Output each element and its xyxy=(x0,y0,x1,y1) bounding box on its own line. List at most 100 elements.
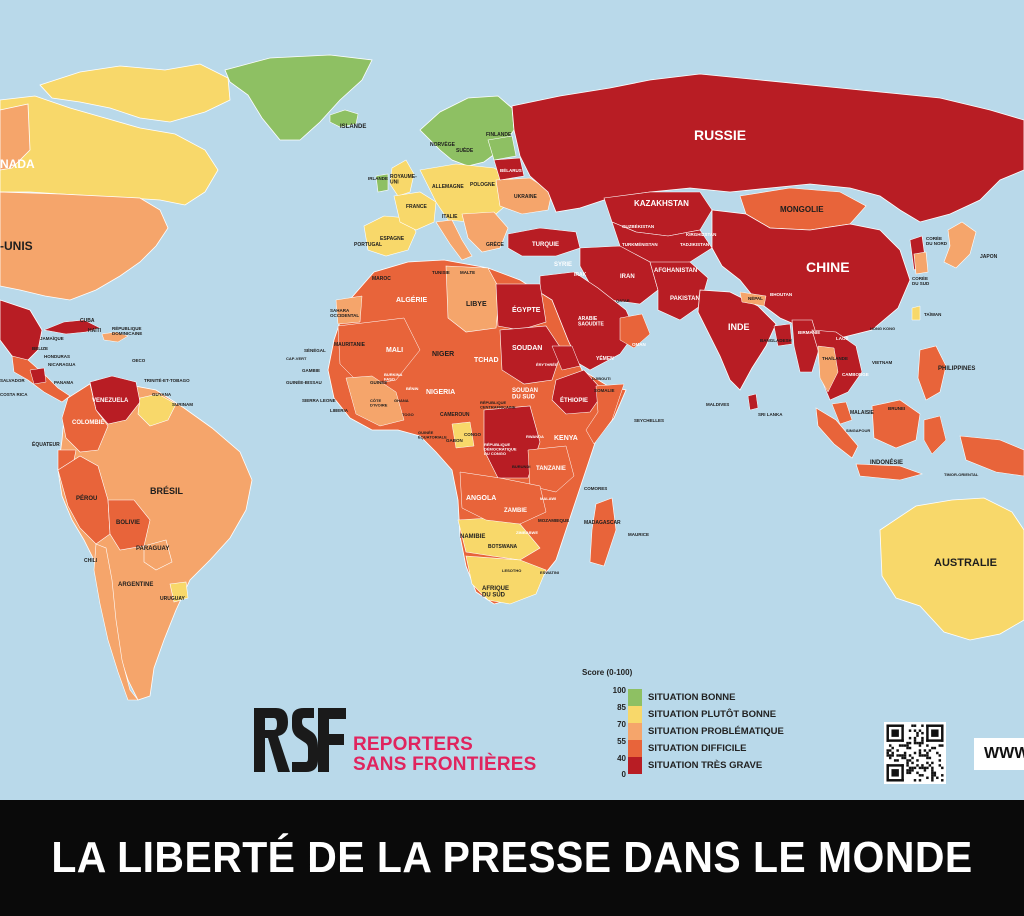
label-cameroun: CAMEROUN xyxy=(440,412,470,418)
label-haiti: HAÏTI xyxy=(88,327,102,334)
legend-tick-70: 70 xyxy=(617,720,626,729)
label-sahara: SAHARA OCCIDENTAL xyxy=(330,308,359,318)
label-honduras: HONDURAS xyxy=(44,354,70,359)
label-malte: MALTE xyxy=(460,270,475,275)
new-guinea-shape xyxy=(959,435,1024,477)
label-senegal: SÉNÉGAL xyxy=(304,346,326,353)
legend-tick-85: 85 xyxy=(617,703,626,712)
page-title: LA LIBERTÉ DE LA PRESSE DANS LE MONDE EN… xyxy=(51,833,973,882)
label-bangladesh: BANGLADESH xyxy=(760,338,792,343)
label-venezuela: VENEZUELA xyxy=(92,398,129,404)
label-mali: MALI xyxy=(386,347,403,354)
legend-label-bonne: SITUATION BONNE xyxy=(648,692,736,703)
china-shape xyxy=(711,209,911,339)
label-kazakhstan: KAZAKHSTAN xyxy=(634,199,689,208)
label-nigeria: NIGERIA xyxy=(426,389,455,396)
label-timor: TIMOR-ORIENTAL xyxy=(944,472,979,477)
label-burkina: BURKINA FASO xyxy=(384,372,403,381)
legend-label-problematique: SITUATION PROBLÉMATIQUE xyxy=(648,726,784,737)
legend-label-plutot-bonne: SITUATION PLUTÔT BONNE xyxy=(648,709,777,720)
label-jamaique: JAMAÏQUE xyxy=(40,335,64,341)
baltics-shape xyxy=(487,135,517,161)
map-legend: Score (0-100) 100 85 70 55 40 0 SITUATIO… xyxy=(582,668,784,780)
label-ethiopie: ÉTHIOPIE xyxy=(560,396,588,404)
label-perou: PÉROU xyxy=(76,494,97,502)
south-korea-shape xyxy=(913,251,929,275)
label-equateur: ÉQUATEUR xyxy=(32,440,60,448)
label-indonesie: INDONÉSIE xyxy=(870,458,903,466)
rdc-shape xyxy=(483,405,541,479)
legend-tick-40: 40 xyxy=(617,754,626,763)
qr-code[interactable] xyxy=(884,722,946,784)
website-link[interactable]: WWW xyxy=(974,738,1024,770)
label-angola: ANGOLA xyxy=(466,495,496,502)
label-bolivie: BOLIVIE xyxy=(116,520,140,526)
label-pakistan: PAKISTAN xyxy=(670,296,700,302)
label-sri-lanka: SRI LANKA xyxy=(758,412,783,417)
label-chine: CHINE xyxy=(806,259,850,275)
label-erythree: ÉRYTHRÉE xyxy=(536,362,558,367)
label-mozambique: MOZAMBIQUE xyxy=(538,518,569,523)
label-iran: IRAN xyxy=(620,274,635,280)
south-america-shape xyxy=(57,379,253,701)
legend-swatch-tres-grave xyxy=(628,757,642,774)
thailand-shape xyxy=(817,345,839,393)
label-tchad: TCHAD xyxy=(474,357,499,364)
ireland-shape xyxy=(375,173,389,193)
label-inde: INDE xyxy=(728,322,750,332)
madagascar-shape xyxy=(589,497,617,567)
label-oman: OMAN xyxy=(632,342,646,347)
label-suede: SUÈDE xyxy=(456,146,474,154)
label-somalie: SOMALIE xyxy=(594,388,615,393)
label-sierra-leone: SIERRA LEONE xyxy=(302,398,336,403)
label-ukraine: UKRAINE xyxy=(514,194,537,200)
label-cote-ivoire: CÔTE D'IVOIRE xyxy=(370,398,388,407)
belarus-shape xyxy=(493,157,525,181)
label-uruguay: URUGUAY xyxy=(160,596,185,602)
label-algerie: ALGÉRIE xyxy=(396,295,427,304)
label-russie: RUSSIE xyxy=(694,127,746,143)
australia-shape xyxy=(879,497,1024,641)
south-africa-shape xyxy=(465,555,547,605)
label-panama: PANAMA xyxy=(54,380,74,385)
egypt-shape xyxy=(495,283,547,331)
label-royaume-uni: ROYAUME-UNI xyxy=(390,174,417,186)
label-guinee-bissau: GUINÉE-BISSAU xyxy=(286,378,322,385)
malaysia-shape xyxy=(831,401,853,425)
label-philippines: PHILIPPINES xyxy=(938,366,975,372)
label-italie: ITALIE xyxy=(442,214,458,220)
guyanas-shape xyxy=(137,393,177,427)
label-soudan-sud: SOUDAN DU SUD xyxy=(512,388,538,401)
label-niger: NIGER xyxy=(432,351,454,358)
label-thailande: THAÏLANDE xyxy=(822,355,848,361)
label-coree-nord: CORÉE DU NORD xyxy=(926,234,948,246)
sri-lanka-shape xyxy=(747,393,759,411)
label-birmanie: BIRMANIE xyxy=(798,330,820,335)
uk-shape xyxy=(389,159,415,197)
tanzania-shape xyxy=(527,445,575,493)
label-ouzbekistan: OUZBÉKISTAN xyxy=(622,222,654,229)
label-malawi: MALAWI xyxy=(540,496,556,501)
legend-label-tres-grave: SITUATION TRÈS GRAVE xyxy=(648,760,763,771)
usa-shape xyxy=(0,191,169,301)
label-espagne: ESPAGNE xyxy=(380,236,405,242)
label-egypte: ÉGYPTE xyxy=(512,305,541,314)
iberia-shape xyxy=(363,215,417,257)
label-allemagne: ALLEMAGNE xyxy=(432,184,464,190)
title-banner xyxy=(0,800,1024,916)
label-laos: LAOS xyxy=(836,336,849,341)
label-salvador: SALVADOR xyxy=(0,378,25,383)
rsf-name-line2: SANS FRONTIÈRES xyxy=(353,754,537,775)
label-qatar: QATAR xyxy=(616,298,630,303)
afghanistan-pakistan-shape xyxy=(649,261,709,321)
label-grece: GRÈCE xyxy=(486,240,504,248)
label-guyana: GUYANA xyxy=(152,392,172,397)
label-botswana: BOTSWANA xyxy=(488,544,518,550)
label-tunisie: TUNISIE xyxy=(432,270,450,275)
oman-shape xyxy=(619,313,651,349)
label-japon: JAPON xyxy=(980,254,998,260)
legend-tick-100: 100 xyxy=(612,686,626,695)
label-islande: ISLANDE xyxy=(340,124,366,130)
legend-tick-0: 0 xyxy=(621,770,626,779)
